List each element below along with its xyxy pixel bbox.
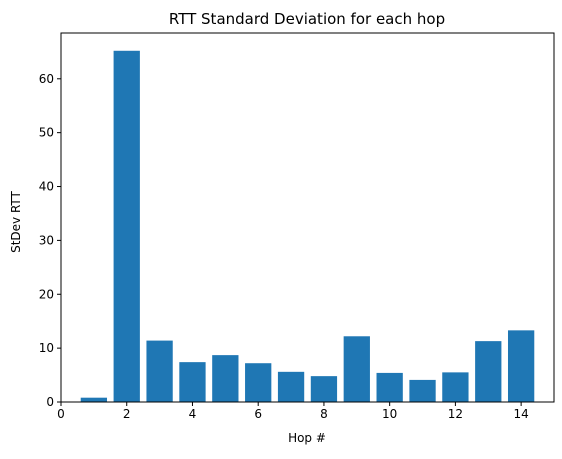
bar-hop-8 <box>310 376 338 402</box>
x-tick-label: 8 <box>320 407 328 421</box>
bar-hop-6 <box>245 363 272 402</box>
bar-hop-9 <box>343 336 370 402</box>
chart-title: RTT Standard Deviation for each hop <box>169 10 445 28</box>
x-axis-label: Hop # <box>288 431 326 445</box>
y-tick-label: 30 <box>39 233 54 247</box>
x-tick-label: 4 <box>189 407 197 421</box>
bar-hop-14 <box>507 330 535 402</box>
x-tick-label: 12 <box>448 407 463 421</box>
y-tick-label: 10 <box>39 341 54 355</box>
y-tick-label: 50 <box>39 126 54 140</box>
y-tick-label: 20 <box>39 287 54 301</box>
bar-hop-3 <box>146 340 173 402</box>
bar-hop-4 <box>179 362 206 402</box>
x-tick-label: 10 <box>382 407 397 421</box>
x-tick-label: 6 <box>254 407 262 421</box>
x-tick-label: 0 <box>57 407 65 421</box>
plot-area: 0 2 4 6 8 10 12 14 0 10 20 30 40 50 60 <box>39 32 555 421</box>
axes-frame <box>60 32 555 403</box>
bar-hop-5 <box>212 355 239 402</box>
y-tick-label: 60 <box>39 72 54 86</box>
bar-hop-12 <box>442 372 469 402</box>
x-tick-label: 14 <box>513 407 528 421</box>
bar-hop-1 <box>80 397 108 402</box>
y-tick-label: 0 <box>46 395 54 409</box>
bar-hop-10 <box>376 372 403 402</box>
bar-hop-7 <box>277 371 305 402</box>
x-tick-label: 2 <box>123 407 131 421</box>
y-axis-label: StDev RTT <box>9 190 23 252</box>
bar-hop-2 <box>113 50 140 402</box>
y-tick-label: 40 <box>39 180 54 194</box>
bar-hop-11 <box>409 379 436 402</box>
bar-hop-13 <box>475 341 502 402</box>
